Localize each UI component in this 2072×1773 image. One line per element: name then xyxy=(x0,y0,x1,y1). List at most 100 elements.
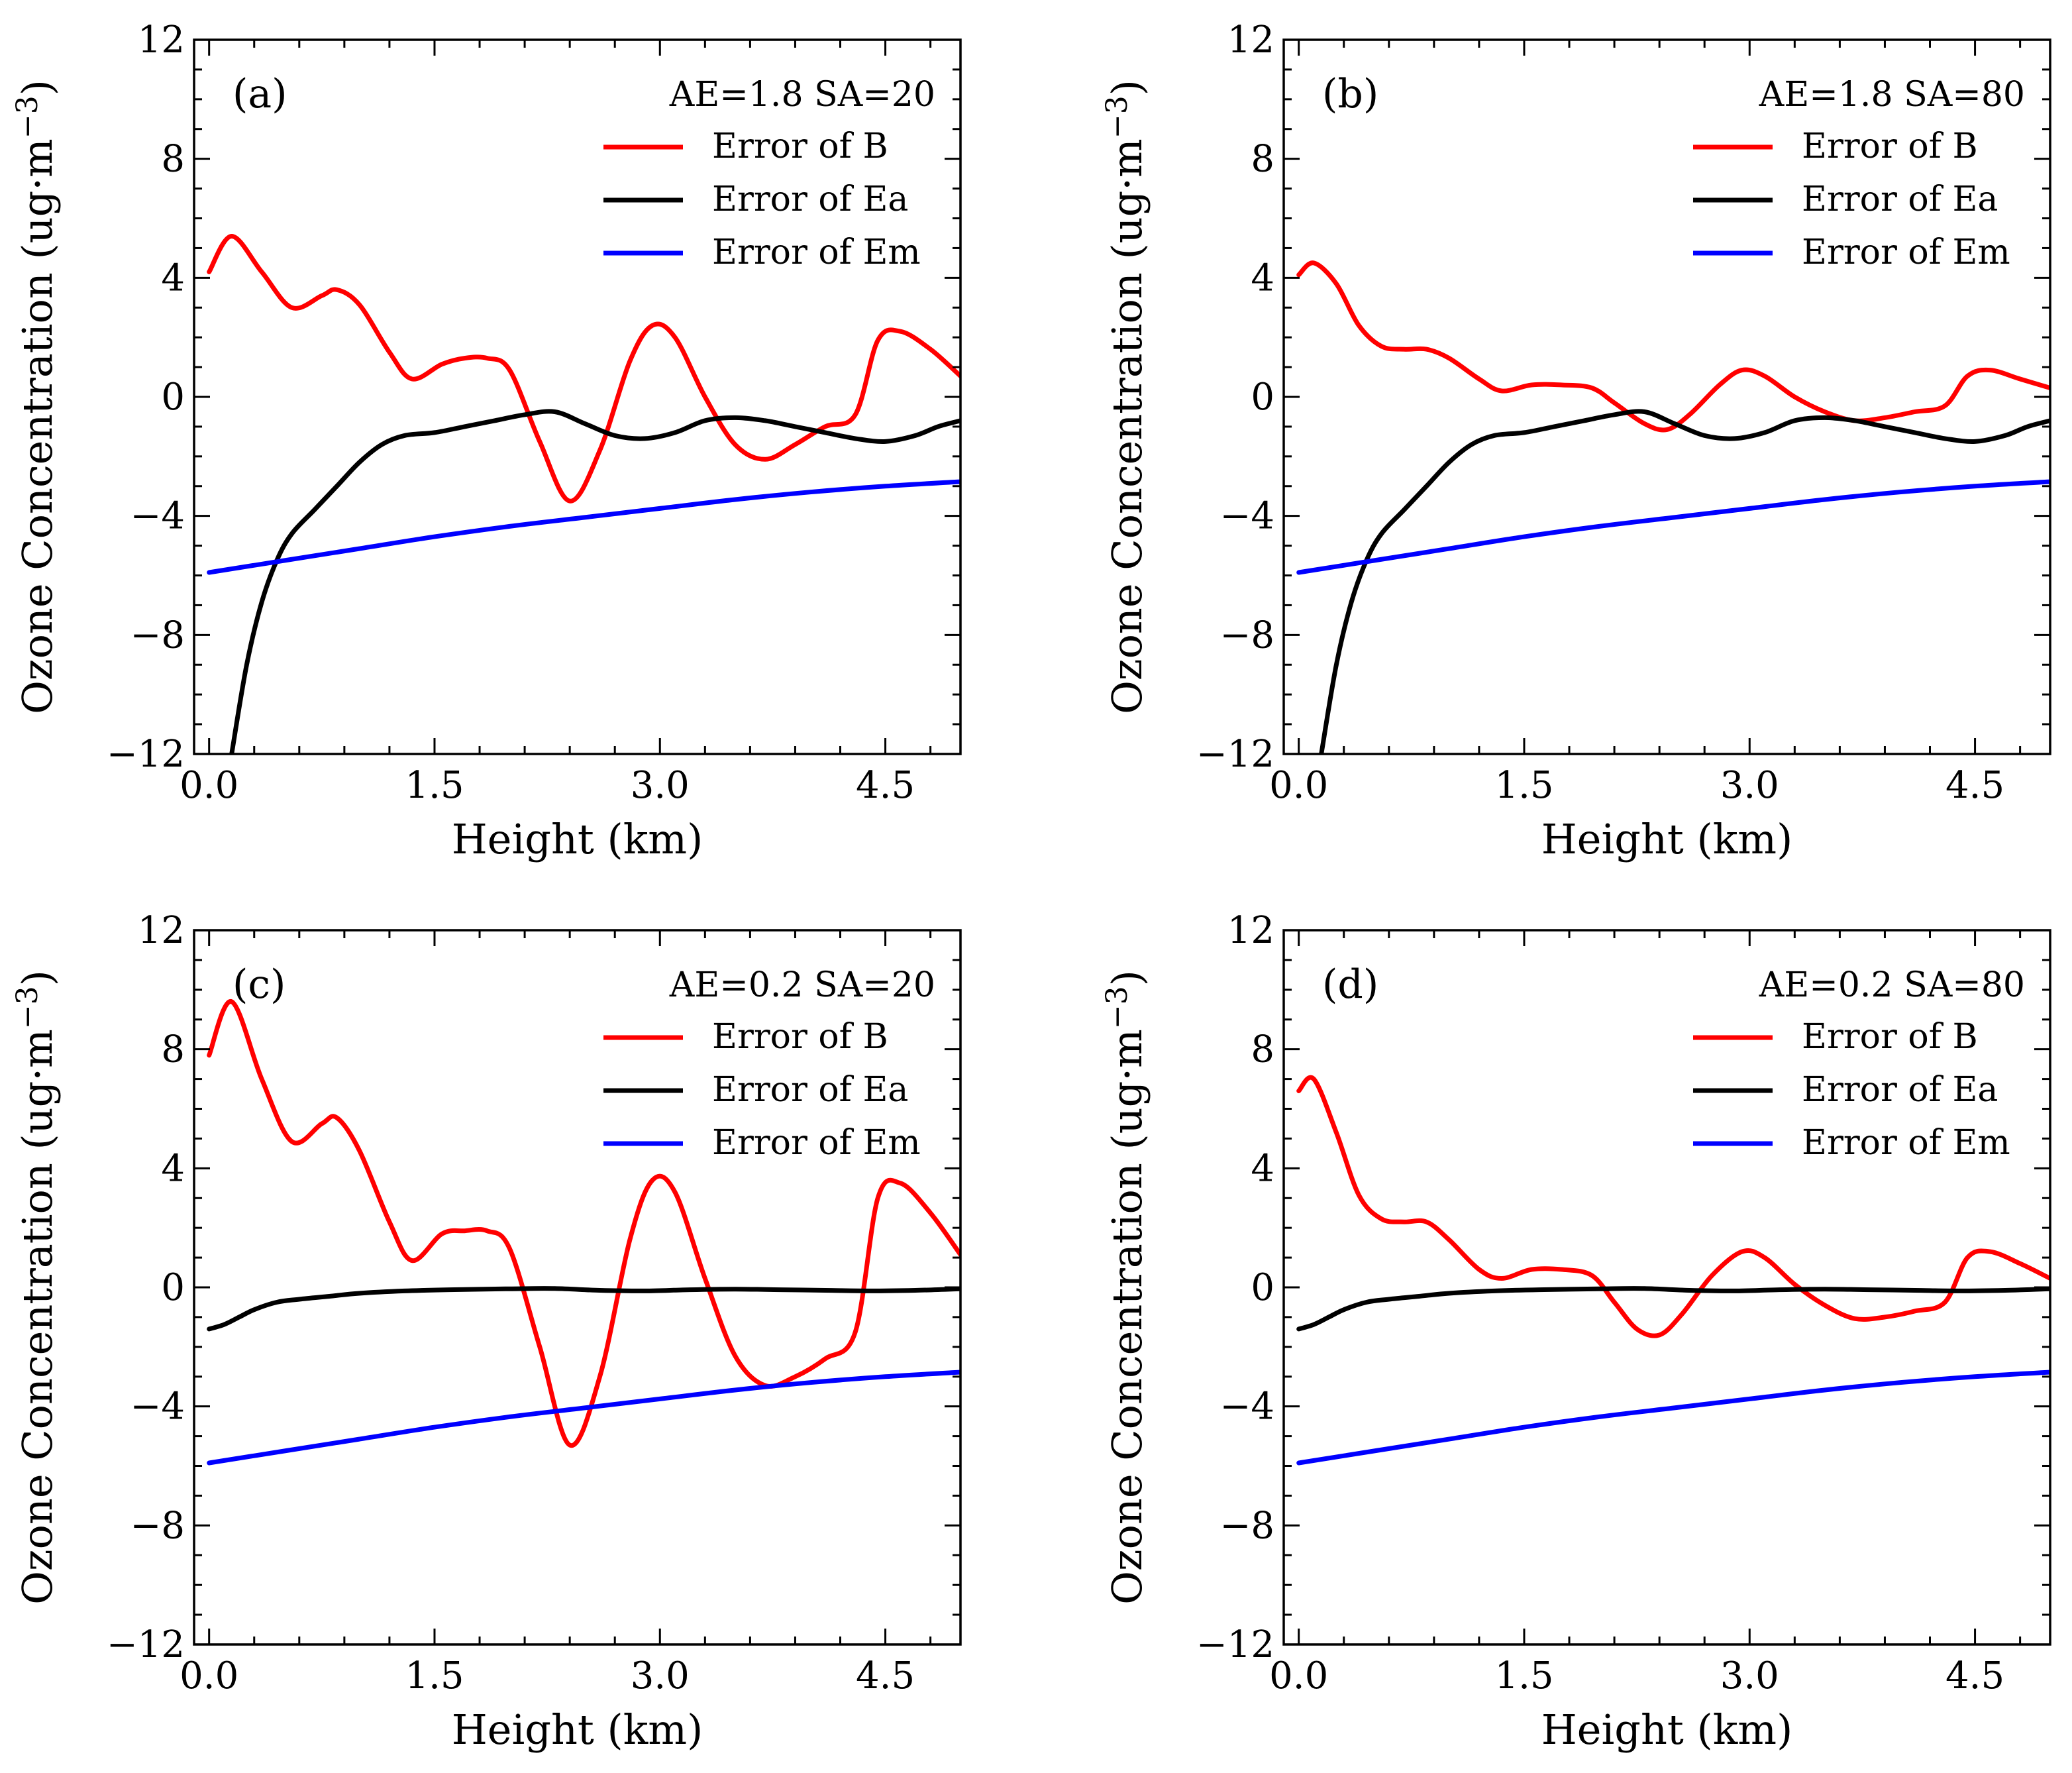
ticks xyxy=(194,929,960,1646)
y-tick-label: −12 xyxy=(1196,733,1274,776)
y-tick-label: 8 xyxy=(161,1028,185,1071)
x-tick-label: 3.0 xyxy=(1720,764,1779,807)
x-tick-label: 3.0 xyxy=(1720,1654,1779,1697)
y-tick-label: −12 xyxy=(107,1623,185,1666)
legend-label: Error of Ea xyxy=(1802,1070,1998,1110)
series-line-error-of-em xyxy=(207,1370,960,1466)
panel-a: 0.0 1.5 3.0 4.5 −12 −8 −4 0 4 8 12 Height (km) Ozone… xyxy=(11,19,962,863)
y-tick-label: 8 xyxy=(161,138,185,181)
x-tick-label: 0.0 xyxy=(1269,764,1328,807)
series-line-error-of-b xyxy=(1296,1075,2050,1338)
y-tick-label: 12 xyxy=(1227,19,1274,62)
y-axis-label: Ozone Concentration (ug·m−3) xyxy=(11,970,62,1605)
x-tick-label: 3.0 xyxy=(631,764,690,807)
y-tick-label: −8 xyxy=(130,1504,185,1547)
y-tick-label: −8 xyxy=(1219,614,1274,657)
ticks xyxy=(1284,929,2050,1646)
y-axis-label: Ozone Concentration (ug·m−3) xyxy=(1100,80,1151,714)
x-axis-label: Height (km) xyxy=(1541,815,1793,863)
panel-label: (c) xyxy=(233,961,285,1008)
x-tick-label: 0.0 xyxy=(180,1654,238,1697)
plot-area xyxy=(1296,1075,2050,1466)
legend-label: Error of Ea xyxy=(712,1070,908,1110)
legend-label: Error of B xyxy=(712,127,888,166)
x-axis-label: Height (km) xyxy=(452,1705,703,1754)
panel-d: 0.0 1.5 3.0 4.5 −12 −8 −4 0 4 8 12 Height (km) Ozone… xyxy=(1100,909,2051,1754)
y-tick-label: 12 xyxy=(1227,909,1274,952)
series-line-error-of-b xyxy=(207,234,960,504)
panel-label: (a) xyxy=(233,71,287,117)
y-axis-label: Ozone Concentration (ug·m−3) xyxy=(1100,970,1151,1605)
plot-area xyxy=(207,999,960,1466)
legend-label: Error of Ea xyxy=(1802,180,1998,219)
panel-b: 0.0 1.5 3.0 4.5 −12 −8 −4 0 4 8 12 Height (km) Ozone… xyxy=(1100,19,2051,863)
legend-label: Error of Em xyxy=(1802,233,2010,272)
legend: AE=1.8 SA=80 Error of B Error of Ea Error o… xyxy=(1693,75,2025,272)
y-tick-label: 0 xyxy=(1251,376,1274,419)
legend-title: AE=1.8 SA=80 xyxy=(1759,75,2025,115)
y-tick-label: 4 xyxy=(1251,1147,1274,1190)
x-tick-label: 1.5 xyxy=(1494,764,1553,807)
y-tick-label: 8 xyxy=(1251,1028,1274,1071)
ticks xyxy=(194,38,960,755)
series-line-error-of-em xyxy=(1296,1370,2050,1466)
x-axis-label: Height (km) xyxy=(1541,1705,1793,1754)
y-tick-label: −4 xyxy=(1219,495,1274,538)
y-axis-label: Ozone Concentration (ug·m−3) xyxy=(11,80,62,714)
x-tick-label: 0.0 xyxy=(180,764,238,807)
y-tick-label: −8 xyxy=(1219,1504,1274,1547)
legend-label: Error of Ea xyxy=(712,180,908,219)
y-tick-label: −8 xyxy=(130,614,185,657)
series-line-error-of-b xyxy=(207,999,960,1448)
y-tick-label: −4 xyxy=(130,1385,185,1428)
x-tick-label: 4.5 xyxy=(856,1654,915,1697)
legend-label: Error of B xyxy=(712,1017,888,1057)
series-line-error-of-ea xyxy=(1296,1286,2050,1332)
panel-label: (d) xyxy=(1322,961,1378,1008)
panel-c: 0.0 1.5 3.0 4.5 −12 −8 −4 0 4 8 12 Height (km) Ozone… xyxy=(11,909,962,1754)
y-tick-label: 12 xyxy=(138,19,185,62)
y-tick-label: 8 xyxy=(1251,138,1274,181)
series-line-error-of-b xyxy=(1296,260,2050,433)
legend-label: Error of Em xyxy=(712,1123,921,1163)
series-line-error-of-ea xyxy=(207,1286,960,1332)
legend-label: Error of B xyxy=(1802,127,1978,166)
legend-title: AE=0.2 SA=80 xyxy=(1759,965,2025,1005)
plot-area xyxy=(1296,260,2050,754)
series-line-error-of-ea xyxy=(229,409,960,754)
x-axis-label: Height (km) xyxy=(452,815,703,863)
x-tick-label: 1.5 xyxy=(405,764,464,807)
x-tick-label: 4.5 xyxy=(1945,764,2004,807)
x-tick-label: 1.5 xyxy=(405,1654,464,1697)
x-tick-label: 0.0 xyxy=(1269,1654,1328,1697)
x-tick-label: 4.5 xyxy=(1945,1654,2004,1697)
legend-title: AE=0.2 SA=20 xyxy=(669,965,935,1005)
plot-area xyxy=(207,234,960,754)
y-tick-label: 12 xyxy=(138,909,185,952)
legend-label: Error of Em xyxy=(712,233,921,272)
y-tick-label: 4 xyxy=(161,1147,185,1190)
y-tick-label: 4 xyxy=(1251,256,1274,299)
legend-title: AE=1.8 SA=20 xyxy=(669,75,935,115)
series-line-error-of-ea xyxy=(1319,409,2050,754)
legend-label: Error of B xyxy=(1802,1017,1978,1057)
y-tick-label: 0 xyxy=(1251,1266,1274,1309)
y-tick-label: 4 xyxy=(161,256,185,299)
legend: AE=0.2 SA=80 Error of B Error of Ea Error o… xyxy=(1693,965,2025,1163)
x-tick-label: 3.0 xyxy=(631,1654,690,1697)
x-tick-label: 4.5 xyxy=(856,764,915,807)
ticks xyxy=(1284,38,2050,755)
y-tick-label: −12 xyxy=(1196,1623,1274,1666)
legend: AE=0.2 SA=20 Error of B Error of Ea Error o… xyxy=(603,965,935,1163)
y-tick-label: −4 xyxy=(1219,1385,1274,1428)
panel-label: (b) xyxy=(1322,71,1378,117)
y-tick-label: −12 xyxy=(107,733,185,776)
y-tick-label: −4 xyxy=(130,495,185,538)
series-line-error-of-em xyxy=(207,479,960,575)
y-tick-label: 0 xyxy=(161,1266,185,1309)
legend: AE=1.8 SA=20 Error of B Error of Ea Error o… xyxy=(603,75,935,272)
legend-label: Error of Em xyxy=(1802,1123,2010,1163)
y-tick-label: 0 xyxy=(161,376,185,419)
series-line-error-of-em xyxy=(1296,479,2050,575)
